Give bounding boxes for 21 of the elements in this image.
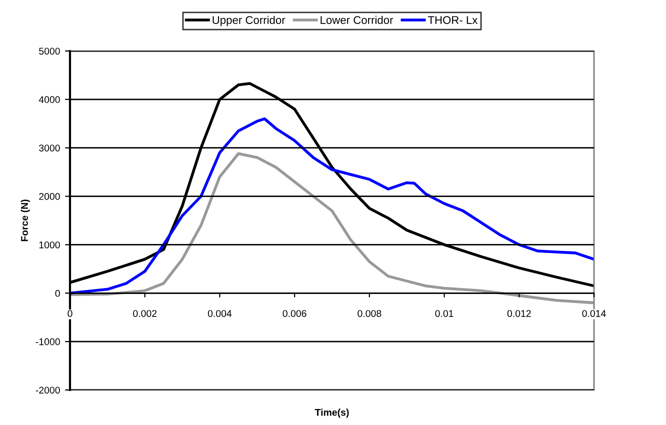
y-tick-label: 5000 [39,48,60,55]
y-tick-label: 4000 [38,96,60,104]
x-tick-label: 0 [68,310,72,317]
x-tick-label: 0.004 [208,310,232,317]
x-tick-label: 0.01 [435,310,454,317]
y-tick-label: 3000 [39,144,60,152]
y-axis-title: Force (N) [20,200,30,242]
y-tick-label: 1000 [39,241,60,248]
y-tick-label: -2000 [36,386,60,394]
x-tick-label: 0.014 [582,310,606,317]
x-tick-label: 0.008 [358,310,382,317]
x-tick-label: 0.012 [507,310,531,317]
x-tick-label: 0.006 [282,310,306,317]
legend-label: Upper Corridor [212,16,286,26]
x-tick-label: 0.002 [133,310,157,317]
y-tick-label: 0 [55,290,60,297]
legend-label: THOR- Lx [428,16,478,24]
y-tick-label: 2000 [39,193,60,200]
y-tick-label: -1000 [36,338,60,346]
x-axis-title: Time(s) [314,408,349,418]
legend-label: Lower Corridor [320,16,394,24]
